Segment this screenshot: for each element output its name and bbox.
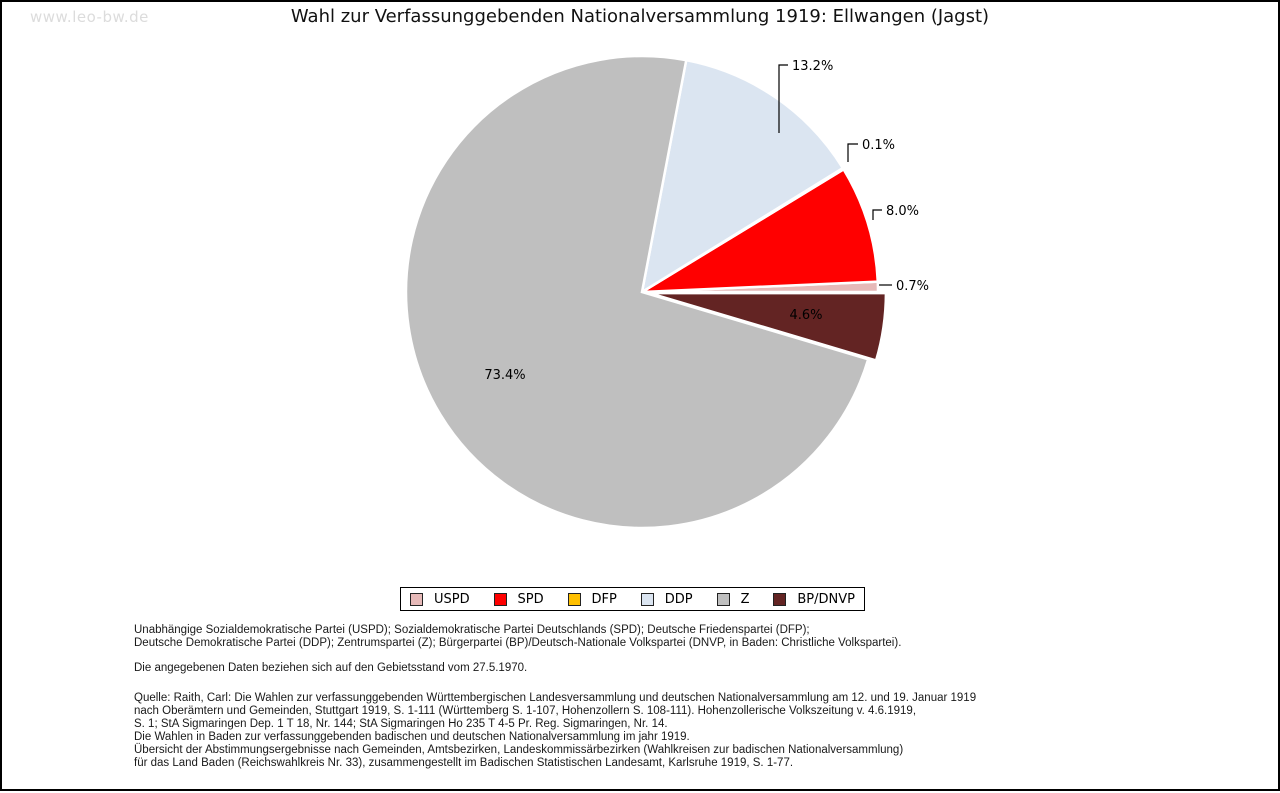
footer-line: nach Oberämtern und Gemeinden, Stuttgart… bbox=[134, 704, 917, 717]
label-connector bbox=[778, 64, 788, 133]
source-citation: Quelle: Raith, Carl: Die Wahlen zur verf… bbox=[134, 692, 1194, 769]
legend-swatch bbox=[640, 592, 654, 606]
footer-line: Deutsche Demokratische Partei (DDP); Zen… bbox=[134, 636, 902, 649]
legend-item-z: Z bbox=[716, 591, 750, 607]
party-key-text: Unabhängige Sozialdemokratische Partei (… bbox=[134, 624, 1194, 650]
footer-line: Unabhängige Sozialdemokratische Partei (… bbox=[134, 624, 810, 636]
legend-swatch bbox=[773, 592, 787, 606]
legend-item-uspd: USPD bbox=[410, 592, 470, 607]
footer-line: Die Wahlen in Baden zur verfassunggebend… bbox=[134, 730, 690, 743]
legend-item-spd: SPD bbox=[493, 591, 544, 607]
pie-value-label-z: 73.4% bbox=[484, 368, 525, 383]
pie-value-label-ddp: 13.2% bbox=[792, 59, 833, 74]
footer-line: Quelle: Raith, Carl: Die Wahlen zur verf… bbox=[134, 692, 977, 704]
pie-value-label-spd: 8.0% bbox=[886, 204, 919, 219]
label-connector bbox=[872, 209, 882, 220]
pie-slice-spd bbox=[641, 167, 880, 294]
pie-slice-bp-dnvp bbox=[649, 291, 888, 362]
legend-label: BP/DNVP bbox=[797, 591, 855, 607]
watermark: www.leo-bw.de bbox=[30, 8, 149, 26]
footer-line: S. 1; StA Sigmaringen Dep. 1 T 18, Nr. 1… bbox=[134, 717, 668, 730]
legend-item-ddp: DDP bbox=[640, 591, 693, 607]
legend-label: Z bbox=[740, 591, 750, 607]
pie-value-label-bp-dnvp: 4.6% bbox=[789, 308, 822, 323]
pie-slice-z bbox=[404, 54, 870, 530]
pie-slice-ddp bbox=[640, 58, 845, 295]
legend-label: USPD bbox=[434, 591, 470, 607]
pie-value-label-uspd: 0.7% bbox=[896, 279, 929, 294]
legend-item-dfp: DFP bbox=[567, 591, 617, 607]
footer-line: für das Land Baden (Reichswahlkreis Nr. … bbox=[134, 756, 794, 769]
page-title: Wahl zur Verfassunggebenden Nationalvers… bbox=[290, 6, 990, 27]
legend: USPD SPD DFP DDP Z BP/DNVP bbox=[400, 587, 865, 611]
label-connector bbox=[847, 143, 858, 162]
legend-swatch bbox=[410, 592, 423, 606]
footer-line: Übersicht der Abstimmungsergebnisse nach… bbox=[134, 743, 904, 756]
footer-line: Die angegebenen Daten beziehen sich auf … bbox=[134, 662, 528, 674]
legend-label: DDP bbox=[664, 591, 693, 607]
legend-swatch bbox=[493, 592, 507, 606]
legend-item-bp-dnvp: BP/DNVP bbox=[773, 592, 855, 607]
pie-value-label-dfp: 0.1% bbox=[862, 138, 895, 153]
legend-swatch bbox=[567, 592, 581, 606]
legend-label: SPD bbox=[517, 591, 544, 607]
legend-label: DFP bbox=[591, 591, 617, 607]
legend-swatch bbox=[716, 592, 730, 606]
gebietsstand-note: Die angegebenen Daten beziehen sich auf … bbox=[134, 662, 1194, 675]
